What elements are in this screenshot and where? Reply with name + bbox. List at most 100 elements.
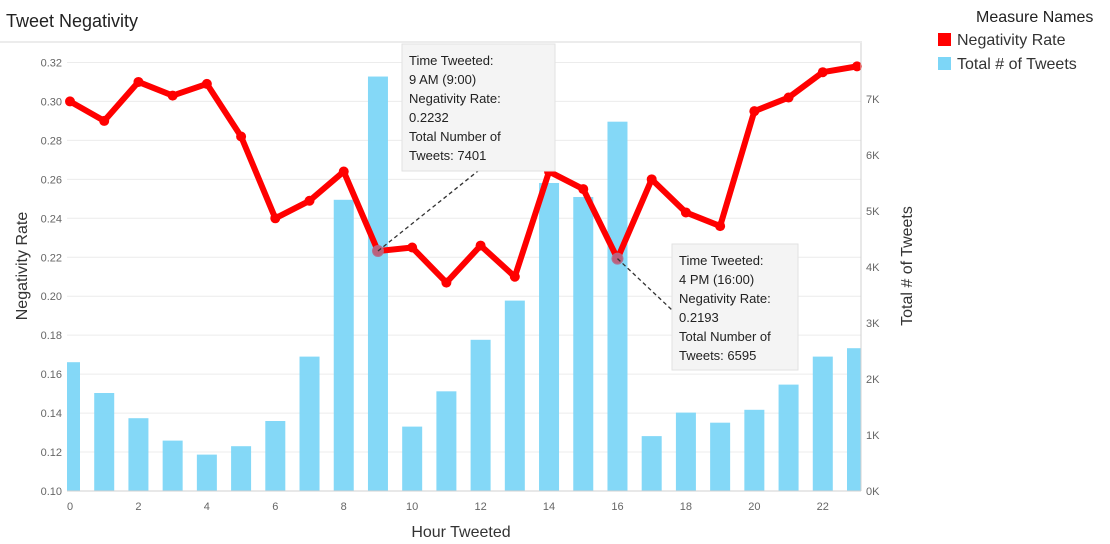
tooltip-line: 4 PM (16:00) <box>679 272 754 287</box>
bar <box>744 410 764 491</box>
line-point <box>65 96 75 106</box>
y-right-tick-label: 7K <box>866 94 880 106</box>
tooltip-line: 9 AM (9:00) <box>409 72 476 87</box>
y-right-tick-label: 0K <box>866 486 880 498</box>
x-tick-label: 8 <box>341 501 347 513</box>
line-point <box>681 207 691 217</box>
bar <box>368 77 388 491</box>
tooltip-line: 0.2193 <box>679 310 719 325</box>
line-point <box>818 67 828 77</box>
tooltip-line: Total Number of <box>409 129 501 144</box>
bar <box>710 423 730 491</box>
line-point <box>407 243 417 253</box>
y-left-tick-label: 0.26 <box>41 174 62 186</box>
legend-title: Measure Names <box>976 9 1093 26</box>
x-tick-label: 18 <box>680 501 692 513</box>
bar <box>539 183 559 491</box>
bar <box>471 340 491 491</box>
line-point <box>749 106 759 116</box>
bar <box>128 418 148 491</box>
bar <box>676 413 696 491</box>
line-point <box>784 93 794 103</box>
x-tick-label: 22 <box>817 501 829 513</box>
tooltip-line: Total Number of <box>679 329 771 344</box>
y-right-tick-label: 6K <box>866 150 880 162</box>
y-left-tick-label: 0.24 <box>41 213 62 225</box>
bar <box>436 391 456 491</box>
y-axis-right-title: Total # of Tweets <box>899 206 916 326</box>
tooltip-line: Time Tweeted: <box>679 253 764 268</box>
legend-label: Negativity Rate <box>957 32 1066 49</box>
tooltip-line: Tweets: 7401 <box>409 148 486 163</box>
y-right-tick-label: 4K <box>866 262 880 274</box>
tooltip-line: Negativity Rate: <box>679 291 771 306</box>
line-point <box>510 272 520 282</box>
line-point <box>202 79 212 89</box>
x-tick-label: 4 <box>204 501 210 513</box>
bar <box>607 122 627 491</box>
x-tick-label: 14 <box>543 501 555 513</box>
bar <box>265 421 285 491</box>
y-left-tick-label: 0.32 <box>41 57 62 69</box>
x-tick-label: 20 <box>748 501 760 513</box>
bar <box>573 197 593 491</box>
line-point <box>647 174 657 184</box>
y-left-tick-label: 0.10 <box>41 486 62 498</box>
bar <box>197 455 217 491</box>
y-left-tick-label: 0.30 <box>41 96 62 108</box>
tooltip-line: Negativity Rate: <box>409 91 501 106</box>
x-axis-title: Hour Tweeted <box>411 524 510 541</box>
y-left-tick-label: 0.12 <box>41 447 62 459</box>
chart-title: Tweet Negativity <box>6 11 138 31</box>
y-left-tick-label: 0.22 <box>41 252 62 264</box>
line-point <box>339 167 349 177</box>
bar <box>163 441 183 491</box>
bar <box>334 200 354 491</box>
y-left-tick-label: 0.16 <box>41 369 62 381</box>
bar <box>300 357 320 491</box>
y-left-tick-label: 0.18 <box>41 330 62 342</box>
legend-swatch <box>938 33 951 46</box>
tooltip-leader <box>378 171 478 251</box>
bar <box>779 385 799 491</box>
x-tick-label: 2 <box>135 501 141 513</box>
x-tick-label: 10 <box>406 501 418 513</box>
y-left-tick-label: 0.20 <box>41 291 62 303</box>
line-point <box>99 116 109 126</box>
bar <box>813 357 833 491</box>
bar <box>94 393 114 491</box>
line-point <box>270 213 280 223</box>
line-point <box>168 91 178 101</box>
bar <box>402 427 422 491</box>
line-point <box>715 221 725 231</box>
legend: Measure Names Negativity Rate Total # of … <box>938 9 1093 73</box>
line-point <box>133 77 143 87</box>
tooltip-line: Tweets: 6595 <box>679 348 756 363</box>
y-right-tick-label: 5K <box>866 206 880 218</box>
legend-swatch <box>938 57 951 70</box>
x-tick-label: 6 <box>272 501 278 513</box>
y-right-tick-label: 3K <box>866 318 880 330</box>
x-tick-label: 0 <box>67 501 73 513</box>
line-point <box>441 278 451 288</box>
bar <box>231 446 251 491</box>
tooltip-line: 0.2232 <box>409 110 449 125</box>
bar <box>642 436 662 491</box>
bar <box>847 348 861 491</box>
y-left-tick-label: 0.28 <box>41 135 62 147</box>
tooltip-line: Time Tweeted: <box>409 53 494 68</box>
x-tick-label: 16 <box>611 501 623 513</box>
legend-label: Total # of Tweets <box>957 56 1077 73</box>
bar <box>67 362 80 491</box>
y-axis-left-title: Negativity Rate <box>14 212 31 321</box>
line-point <box>476 241 486 251</box>
y-left-tick-label: 0.14 <box>41 408 62 420</box>
line-point <box>578 184 588 194</box>
line-point <box>305 196 315 206</box>
x-tick-label: 12 <box>474 501 486 513</box>
bar <box>505 301 525 491</box>
y-right-tick-label: 2K <box>866 374 880 386</box>
line-point <box>236 131 246 141</box>
y-right-tick-label: 1K <box>866 430 880 442</box>
